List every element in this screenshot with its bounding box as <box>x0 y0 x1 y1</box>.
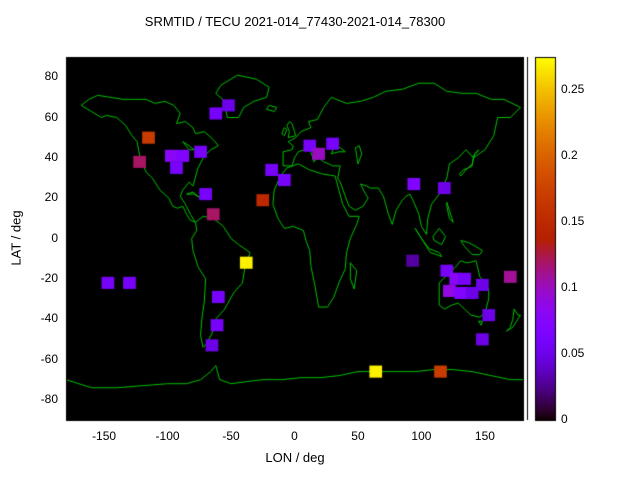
x-tick-label: -150 <box>92 429 117 443</box>
colorbar-tick-label: 0.2 <box>561 148 578 162</box>
x-axis-label: LON / deg <box>265 450 325 465</box>
colorbar-tick-label: 0.25 <box>561 82 585 96</box>
x-tick-label: 150 <box>474 429 495 443</box>
chart-title: SRMTID / TECU 2021-014_77430-2021-014_78… <box>144 14 446 29</box>
colorbar-tick-label: 0.15 <box>561 214 585 228</box>
y-tick-label: 20 <box>44 190 58 205</box>
y-tick-label: -60 <box>40 351 58 366</box>
colorbar-tick-label: 0.05 <box>561 346 585 360</box>
x-tick-label: -100 <box>155 429 180 443</box>
colorbar-tick-label: 0 <box>561 412 568 426</box>
y-tick-label: -20 <box>40 270 58 285</box>
y-tick-label: 40 <box>44 149 58 164</box>
y-tick-label: 0 <box>51 230 58 245</box>
colorbar-tick-label: 0.1 <box>561 280 578 294</box>
x-tick-label: 0 <box>291 429 298 443</box>
y-tick-label: -80 <box>40 391 58 406</box>
x-tick-label: 100 <box>411 429 432 443</box>
y-tick-label: 80 <box>44 69 58 84</box>
y-tick-label: 60 <box>44 109 58 124</box>
y-tick-label: -40 <box>40 311 58 326</box>
x-tick-label: -50 <box>222 429 240 443</box>
x-tick-label: 50 <box>351 429 365 443</box>
